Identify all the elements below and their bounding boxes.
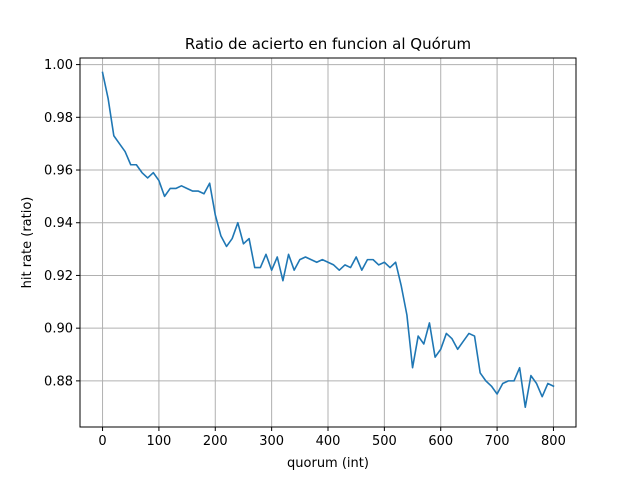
y-tick-label: 0.98	[44, 111, 73, 126]
x-tick-label: 700	[485, 434, 510, 449]
x-tick-label: 500	[372, 434, 397, 449]
y-axis-label: hit rate (ratio)	[20, 197, 35, 289]
y-tick-label: 0.90	[44, 322, 73, 337]
x-tick-label: 400	[316, 434, 341, 449]
x-tick-label: 200	[203, 434, 228, 449]
x-axis-label: quorum (int)	[287, 456, 369, 471]
y-tick-label: 0.92	[44, 269, 73, 284]
x-tick-label: 0	[98, 434, 106, 449]
x-tick-label: 800	[541, 434, 566, 449]
chart-title: Ratio de acierto en funcion al Quórum	[185, 35, 471, 53]
x-tick-label: 100	[146, 434, 171, 449]
y-tick-label: 1.00	[44, 58, 73, 73]
y-tick-label: 0.94	[44, 216, 73, 231]
y-tick-label: 0.88	[44, 374, 73, 389]
x-tick-label: 600	[428, 434, 453, 449]
x-tick-label: 300	[259, 434, 284, 449]
y-tick-label: 0.96	[44, 164, 73, 179]
